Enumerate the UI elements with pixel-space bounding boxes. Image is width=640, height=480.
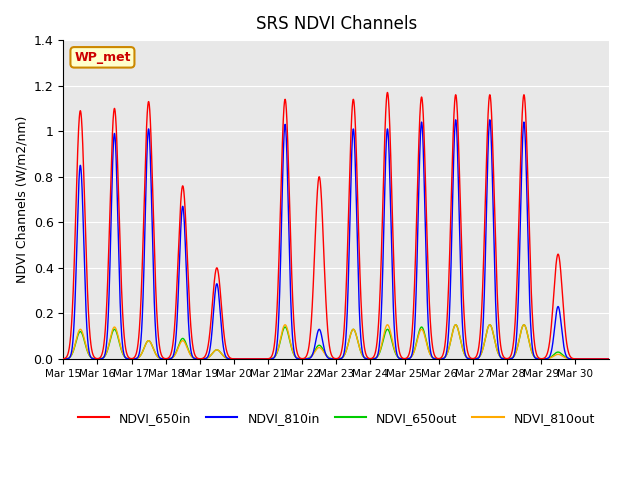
Y-axis label: NDVI Channels (W/m2/nm): NDVI Channels (W/m2/nm) bbox=[15, 116, 28, 283]
Text: WP_met: WP_met bbox=[74, 51, 131, 64]
Legend: NDVI_650in, NDVI_810in, NDVI_650out, NDVI_810out: NDVI_650in, NDVI_810in, NDVI_650out, NDV… bbox=[72, 407, 600, 430]
Title: SRS NDVI Channels: SRS NDVI Channels bbox=[255, 15, 417, 33]
